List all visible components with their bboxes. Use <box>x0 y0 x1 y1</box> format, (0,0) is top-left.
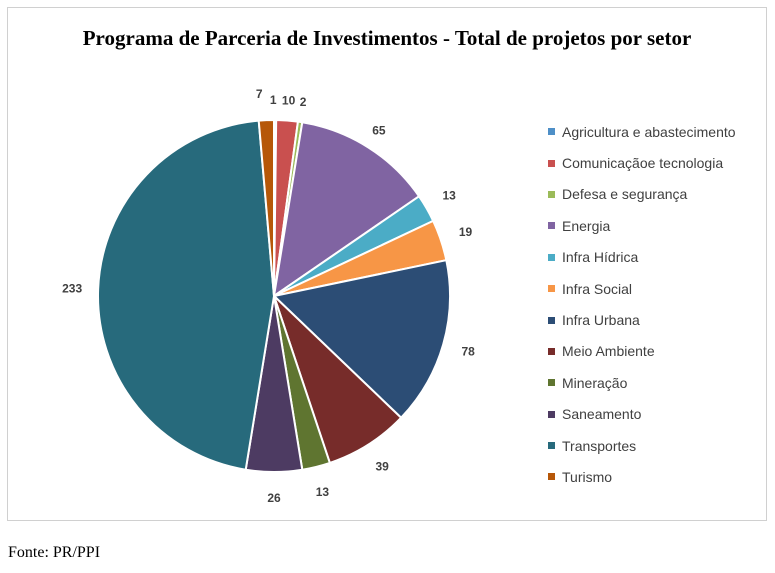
data-label-3: 65 <box>372 123 386 137</box>
legend-swatch <box>548 253 555 261</box>
legend-label: Agricultura e abastecimento <box>562 123 736 140</box>
data-label-2: 2 <box>300 95 307 109</box>
source-note: Fonte: PR/PPI <box>8 544 101 561</box>
data-label-8: 13 <box>316 485 330 499</box>
data-label-5: 19 <box>459 225 473 239</box>
data-label-11: 7 <box>256 87 263 101</box>
legend-item: Energia <box>548 210 736 241</box>
data-label-0: 1 <box>270 93 277 107</box>
legend-label: Defesa e segurança <box>562 186 688 203</box>
data-label-6: 78 <box>461 345 475 359</box>
chart-frame: Programa de Parceria de Investimentos - … <box>7 7 767 521</box>
legend-item: Mineração <box>548 367 736 398</box>
pie-slice-10 <box>97 119 276 471</box>
pie-slice-6 <box>271 259 451 420</box>
legend-label: Mineração <box>562 374 628 391</box>
legend-item: Agricultura e abastecimento <box>548 116 736 147</box>
legend-swatch <box>548 442 555 450</box>
legend-swatch <box>548 285 555 293</box>
legend-item: Saneamento <box>548 399 736 430</box>
legend-swatch <box>548 222 555 230</box>
data-label-10: 233 <box>62 281 82 295</box>
legend-label: Infra Social <box>562 280 633 297</box>
legend-swatch <box>548 347 555 355</box>
legend-item: Transportes <box>548 430 736 461</box>
legend-label: Infra Hídrica <box>562 249 639 266</box>
legend-swatch <box>548 410 555 418</box>
legend-swatch <box>548 379 555 387</box>
chart-title: Programa de Parceria de Investimentos - … <box>82 26 692 50</box>
legend-item: Infra Urbana <box>548 304 736 335</box>
legend-label: Energia <box>562 217 611 234</box>
data-label-9: 26 <box>267 491 281 505</box>
data-label-7: 39 <box>375 460 389 474</box>
legend-label: Comunicaçãoe tecnologia <box>562 155 724 172</box>
legend: Agricultura e abastecimento Comunicaçãoe … <box>548 116 736 493</box>
data-label-4: 13 <box>442 188 456 202</box>
legend-label: Transportes <box>562 437 637 454</box>
legend-item: Meio Ambiente <box>548 336 736 367</box>
legend-item: Defesa e segurança <box>548 179 736 210</box>
legend-item: Infra Hídrica <box>548 242 736 273</box>
pie-slice-11 <box>257 118 275 297</box>
data-label-1: 10 <box>282 94 296 108</box>
legend-label: Infra Urbana <box>562 312 640 329</box>
legend-swatch <box>548 159 555 167</box>
legend-swatch <box>548 473 555 481</box>
legend-item: Comunicaçãoe tecnologia <box>548 147 736 178</box>
legend-swatch <box>548 128 555 136</box>
pie-slice-3 <box>272 121 421 299</box>
legend-label: Meio Ambiente <box>562 343 655 360</box>
pie-chart: 1 10 2 65 13 19 78 39 13 26 233 7 <box>62 87 475 505</box>
legend-swatch <box>548 316 555 324</box>
legend-label: Turismo <box>562 468 613 485</box>
legend-label: Saneamento <box>562 406 642 423</box>
legend-item: Infra Social <box>548 273 736 304</box>
legend-item: Turismo <box>548 461 736 492</box>
legend-swatch <box>548 190 555 198</box>
